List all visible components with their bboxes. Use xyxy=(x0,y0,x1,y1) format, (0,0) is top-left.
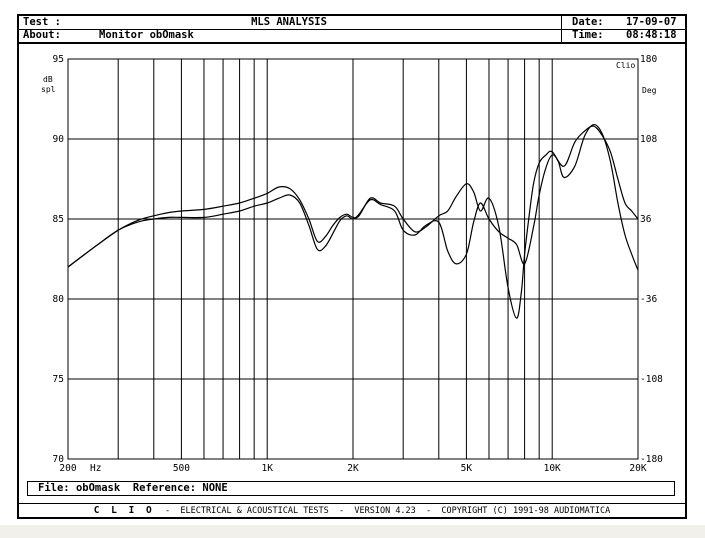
x-tick-label: 5K xyxy=(461,463,473,474)
x-axis-tick-labels: 200 500 1K 2K 5K 10K 20K xyxy=(59,463,646,474)
x-tick-label: 500 xyxy=(173,463,190,474)
y-tick-label: 85 xyxy=(53,214,64,225)
clio-corner-label: Clio xyxy=(616,61,635,70)
y-axis-label-db: dB xyxy=(43,75,53,84)
frequency-response-chart: 95 90 85 80 75 70 180 108 36 -36 -108 -180 200 500 1… xyxy=(41,54,663,474)
header-row-1: Test : MLS ANALYSIS Date: 17-09-07 xyxy=(19,16,685,30)
reference-value: NONE xyxy=(202,482,228,494)
about-value: Monitor obOmask xyxy=(99,29,194,41)
series-group xyxy=(67,124,639,319)
x-tick-label: 200 xyxy=(59,463,76,474)
report-frame: Test : MLS ANALYSIS Date: 17-09-07 About… xyxy=(17,14,687,519)
y2-tick-label: 108 xyxy=(640,134,657,145)
header-row-2: About: Monitor obOmask Time: 08:48:18 xyxy=(19,29,685,44)
y2-tick-label: -180 xyxy=(640,454,663,465)
date-value: 17-09-07 xyxy=(626,16,677,28)
footer-text: - ELECTRICAL & ACOUSTICAL TESTS - VERSIO… xyxy=(165,506,611,516)
footer-bar: C L I O - ELECTRICAL & ACOUSTICAL TESTS … xyxy=(19,503,685,518)
response-series-2 xyxy=(67,124,639,271)
y-axis-label-spl: spl xyxy=(41,85,56,94)
x-tick-label: 1K xyxy=(261,463,273,474)
screen-background: Test : MLS ANALYSIS Date: 17-09-07 About… xyxy=(0,0,705,525)
y2-tick-label: 36 xyxy=(640,214,652,225)
date-label: Date: xyxy=(572,16,604,28)
y-tick-label: 95 xyxy=(53,54,64,65)
y-tick-label: 70 xyxy=(53,454,65,465)
y2-axis-label: Deg xyxy=(642,86,657,95)
file-value: obOmask xyxy=(75,482,121,494)
report-title: MLS ANALYSIS xyxy=(251,16,327,28)
y-tick-label: 75 xyxy=(53,374,64,385)
time-value: 08:48:18 xyxy=(626,29,677,41)
left-axis-tick-labels: 95 90 85 80 75 70 xyxy=(53,54,65,465)
reference-label: Reference: xyxy=(132,482,197,494)
x-tick-label: 20K xyxy=(629,463,646,474)
about-label: About: xyxy=(23,29,61,41)
time-label: Time: xyxy=(572,29,604,41)
test-label: Test : xyxy=(23,16,61,28)
y2-tick-label: 180 xyxy=(640,54,657,65)
right-axis-tick-labels: 180 108 36 -36 -108 -180 xyxy=(633,54,663,465)
x-tick-label: 10K xyxy=(544,463,561,474)
y-tick-label: 80 xyxy=(53,294,65,305)
y-tick-label: 90 xyxy=(53,134,65,145)
y2-tick-label: -108 xyxy=(640,374,663,385)
vertical-gridlines xyxy=(117,59,553,459)
file-info-bar: File: obOmask Reference: NONE xyxy=(27,481,675,496)
x-tick-label: 2K xyxy=(347,463,359,474)
x-axis-unit-label: Hz xyxy=(90,463,101,474)
header-divider xyxy=(561,16,562,44)
file-label: File: xyxy=(38,482,70,494)
y2-tick-label: -36 xyxy=(640,294,657,305)
footer-brand: C L I O xyxy=(93,505,155,516)
plot-area-border xyxy=(67,58,639,460)
